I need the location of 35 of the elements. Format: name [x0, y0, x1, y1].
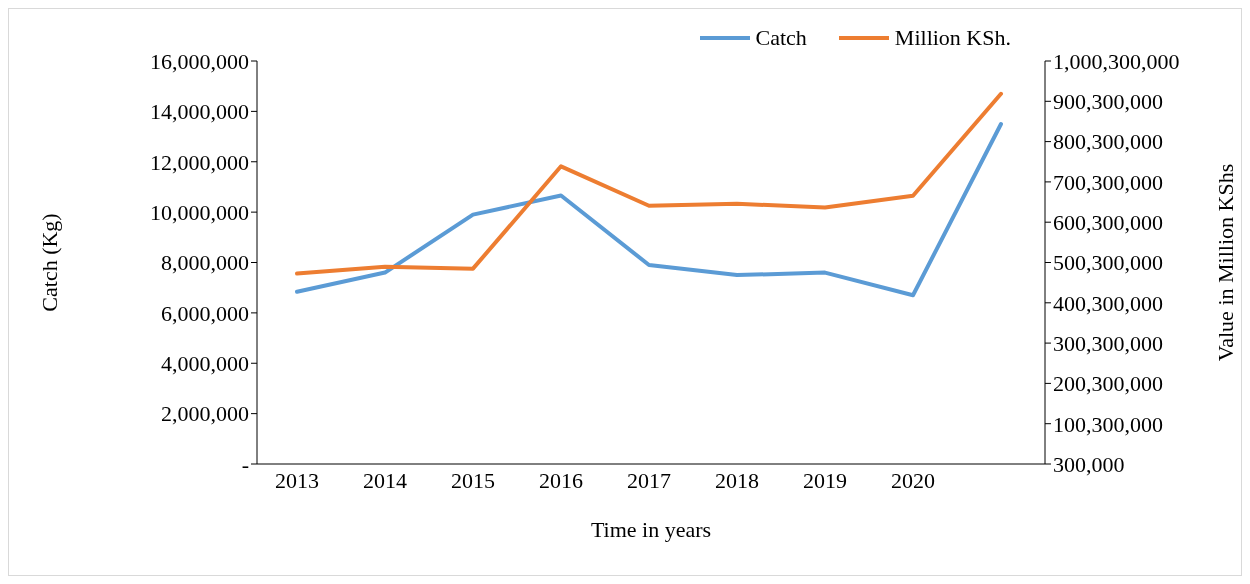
x-tick-label: 2013	[275, 467, 319, 493]
y-tick-label: 2,000,000	[161, 401, 249, 427]
y-tick-label: 10,000,000	[150, 199, 249, 225]
y-tick-label: 14,000,000	[150, 99, 249, 125]
y2-tick-label: 100,300,000	[1053, 411, 1163, 437]
y2-tick-label: 500,300,000	[1053, 250, 1163, 276]
y2-tick-label: 200,300,000	[1053, 371, 1163, 397]
y2-tick-label: 300,000	[1053, 451, 1125, 477]
x-tick-label: 2016	[539, 467, 583, 493]
y-tick-label: 8,000,000	[161, 250, 249, 276]
y-tick-label: 6,000,000	[161, 300, 249, 326]
y-tick-label: 4,000,000	[161, 351, 249, 377]
line-series	[295, 121, 1003, 298]
y-tick-label: -	[241, 451, 249, 477]
y2-tick-label: 900,300,000	[1053, 89, 1163, 115]
x-tick-label: 2017	[627, 467, 671, 493]
y-tick-label: 12,000,000	[150, 149, 249, 175]
y2-tick-label: 400,300,000	[1053, 290, 1163, 316]
y2-tick-label: 600,300,000	[1053, 210, 1163, 236]
x-axis-title: Time in years	[590, 517, 712, 542]
legend-label: Million KSh.	[894, 25, 1011, 51]
x-tick-label: 2015	[451, 467, 495, 493]
x-tick-label: 2019	[803, 467, 847, 493]
y2-tick-label: 800,300,000	[1053, 129, 1163, 155]
line-series	[295, 91, 1003, 276]
x-tick-label: 2018	[715, 467, 759, 493]
y2-tick-label: 700,300,000	[1053, 169, 1163, 195]
y2-tick-label: 1,000,300,000	[1053, 48, 1180, 74]
y2-tick-label: 300,300,000	[1053, 330, 1163, 356]
legend-label: Catch	[755, 25, 807, 51]
x-tick-label: 2014	[363, 467, 407, 493]
y-axis-title: Catch (Kg)	[36, 213, 62, 312]
x-tick-label: 2020	[891, 467, 935, 493]
y2-axis-title: Value in Million KShs	[1212, 163, 1238, 362]
y-tick-label: 16,000,000	[150, 48, 249, 74]
